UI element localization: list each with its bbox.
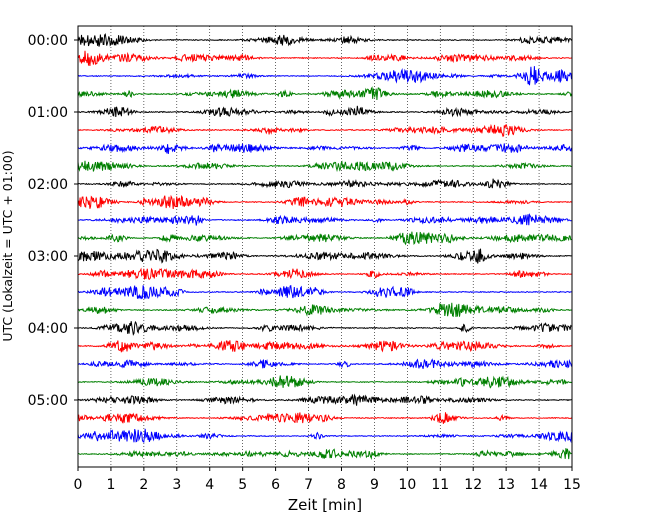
trace-line [77, 105, 572, 118]
x-tick-label: 0 [74, 477, 83, 493]
trace-line [77, 160, 572, 173]
y-tick-label: 03:00 [28, 249, 68, 265]
y-axis-label: UTC (Lokalzeit = UTC + 01:00) [0, 150, 15, 341]
x-tick-label: 12 [464, 477, 482, 493]
trace-series [77, 33, 572, 461]
trace-line [77, 302, 572, 318]
y-tick-label: 04:00 [28, 321, 68, 337]
x-tick-label: 1 [106, 477, 115, 493]
trace-line [77, 66, 572, 86]
x-tick-label: 13 [497, 477, 515, 493]
x-tick-label: 15 [563, 477, 581, 493]
x-tick-label: 8 [337, 477, 346, 493]
trace-line [77, 358, 572, 369]
plot-frame [77, 25, 573, 468]
trace-line [77, 178, 572, 189]
x-tick-label: 6 [271, 477, 280, 493]
trace-line [77, 86, 572, 101]
y-axis-ticks: 00:00 01:00 02:00 03:00 04:00 05:00 [28, 33, 78, 409]
trace-line [78, 448, 572, 461]
x-tick-label: 2 [139, 477, 148, 493]
x-axis-ticks: 0 1 2 3 4 5 6 7 8 9 10 11 12 13 14 15 [74, 467, 581, 493]
y-tick-label: 01:00 [28, 105, 68, 121]
x-tick-label: 14 [530, 477, 548, 493]
y-tick-label: 00:00 [28, 33, 68, 49]
x-axis-label: Zeit [min] [288, 496, 362, 514]
x-tick-label: 3 [172, 477, 181, 493]
trace-line [77, 320, 572, 336]
y-tick-label: 05:00 [28, 393, 68, 409]
trace-line [77, 412, 572, 424]
trace-line [77, 33, 572, 47]
trace-line [77, 194, 572, 210]
x-tick-label: 4 [205, 477, 214, 493]
trace-line [77, 284, 572, 300]
x-tick-label: 10 [398, 477, 416, 493]
trace-line [77, 428, 572, 444]
trace-line [77, 375, 572, 389]
trace-line [77, 142, 572, 155]
x-tick-label: 11 [431, 477, 449, 493]
trace-line [77, 340, 572, 353]
x-tick-label: 7 [304, 477, 313, 493]
trace-line [77, 231, 572, 246]
x-tick-label: 9 [370, 477, 379, 493]
plot-background [78, 26, 572, 467]
trace-line [77, 50, 572, 66]
x-tick-label: 5 [238, 477, 247, 493]
trace-line [77, 123, 572, 137]
trace-line [77, 267, 572, 280]
trace-line [77, 248, 572, 264]
trace-line [77, 213, 572, 226]
trace-line [77, 393, 572, 406]
y-tick-label: 02:00 [28, 177, 68, 193]
